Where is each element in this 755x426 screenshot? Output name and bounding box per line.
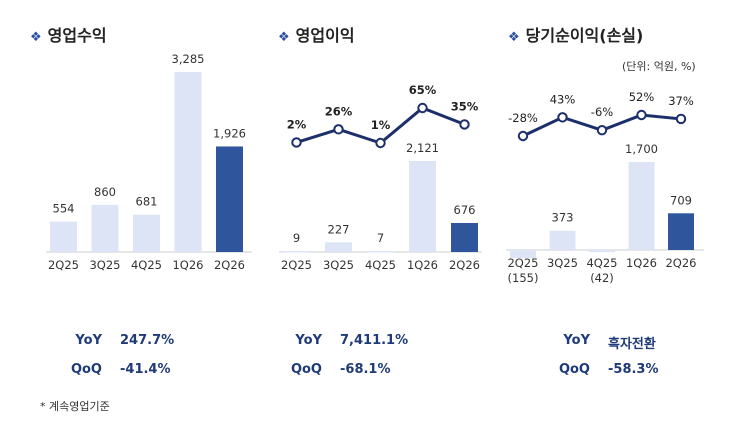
operating-profit-qoq-value: -68.1% [340,362,391,377]
margin-point [557,112,568,123]
margin-label: 1% [371,118,391,132]
net-income-yoy-value: 흑자전환 [608,337,656,352]
revenue-qoq-value: -41.4% [120,362,171,377]
margin-label: 52% [629,90,655,104]
revenue-qoq-label: QoQ [70,362,102,377]
x-tick-sublabel: (155) [508,271,539,285]
chevron-bullet-icon: ❖ [278,30,290,45]
margin-label: 35% [451,99,479,113]
operating-profit-panel: ❖ 영업이익 9 2Q25 227 3Q25 7 4Q25 2,121 1Q26 676 2Q26 2… [270,0,500,426]
x-tick-label: 1Q26 [172,258,203,272]
net-income-qoq-label: QoQ [558,362,590,377]
chevron-bullet-icon: ❖ [30,30,42,45]
chevron-bullet-icon: ❖ [508,30,520,45]
bar-4Q25 [367,251,394,253]
operating-profit-title: ❖ 영업이익 [278,22,355,46]
x-tick-label: 4Q25 [365,258,396,272]
net-income-title-text: 당기순이익(손실) [525,26,644,45]
bar-2Q25 [510,250,536,259]
x-tick-label: 2Q26 [665,256,696,270]
x-tick-label: 2Q25 [507,256,538,270]
margin-point [291,137,302,148]
net-income-chart: 2Q25(155) 373 3Q25 4Q25(42) 1,700 1Q26 709 2Q26… [506,90,704,285]
revenue-panel: ❖ 영업수익 554 2Q25 860 3Q25 681 4Q25 3,285 1Q26 1,92… [0,0,260,426]
margin-point [333,124,344,135]
bar-4Q25 [589,250,615,253]
net-income-qoq-value: -58.3% [608,362,659,377]
bar-value-label: 373 [552,211,574,225]
revenue-yoy-label: YoY [75,333,102,348]
margin-point [375,137,386,149]
unit-label: (단위: 억원, %) [622,60,696,73]
margin-label: 2% [287,117,307,131]
x-tick-label: 3Q25 [547,256,578,270]
bar-value-label: 1,700 [625,142,658,156]
revenue-chart: 554 2Q25 860 3Q25 681 4Q25 3,285 1Q26 1,926 2Q26 [46,52,252,272]
x-tick-label: 4Q25 [131,258,162,272]
bar-1Q26 [174,72,202,252]
bar-3Q25 [549,230,576,250]
bar-value-label: 1,926 [213,126,246,140]
net-income-panel: ❖ 당기순이익(손실) (단위: 억원, %) 2Q25 (155) 373 3Q25 4… [500,0,755,426]
margin-point [636,109,647,121]
bar-2Q26 [668,213,694,250]
x-tick-label: 2Q26 [214,258,245,272]
margin-label: -6% [591,105,613,119]
footnote: * 계속영업기준 [40,400,110,413]
x-tick-sublabel: (42) [590,271,614,285]
revenue-stats: YoY 247.7% QoQ -41.4% [42,333,242,383]
bar-value-label: 7 [377,231,384,245]
revenue-yoy-value: 247.7% [120,333,175,348]
margin-label: 65% [409,83,437,97]
bar-1Q26 [628,162,655,250]
operating-profit-yoy-label: YoY [295,333,322,348]
margin-label: 26% [325,104,353,118]
x-tick-label: 2Q25 [281,258,312,272]
margin-point [596,125,608,136]
x-tick-label: 3Q25 [323,258,354,272]
operating-profit-chart: 9 2Q25 227 3Q25 7 4Q25 2,121 1Q26 676 2Q26 2% 26% 1%… [279,83,482,272]
bar-3Q25 [325,242,352,252]
bar-2Q25 [283,251,310,253]
revenue-title-text: 영업수익 [47,26,107,45]
bar-1Q26 [409,161,436,252]
bar-2Q25 [50,221,77,252]
bar-3Q25 [91,204,119,252]
margin-label: 43% [550,92,576,106]
bar-value-label: 676 [454,203,476,217]
bar-value-label: 227 [328,222,350,236]
bar-2Q26 [216,146,243,252]
margin-point [517,130,529,142]
bar-value-label: 709 [670,193,692,207]
bar-value-label: 3,285 [172,52,205,66]
margin-point [417,102,428,114]
margin-label: -28% [508,111,538,125]
x-tick-label: 2Q26 [449,258,480,272]
operating-profit-yoy-value: 7,411.1% [340,333,409,348]
operating-profit-stats: YoY 7,411.1% QoQ -68.1% [262,333,462,383]
bar-4Q25 [133,214,160,252]
x-tick-label: 2Q25 [48,258,79,272]
bar-value-label: 2,121 [406,141,439,155]
x-tick-label: 3Q25 [89,258,120,272]
x-tick-label: 1Q26 [407,258,438,272]
net-income-yoy-label: YoY [563,333,590,348]
net-income-title: ❖ 당기순이익(손실) [508,22,643,46]
revenue-title: ❖ 영업수익 [30,22,107,46]
net-income-stats: YoY 흑자전환 QoQ -58.3% [530,333,730,383]
operating-profit-qoq-label: QoQ [290,362,322,377]
margin-label: 37% [668,94,694,108]
margin-point [459,119,470,130]
margin-point [675,113,687,125]
x-tick-label: 1Q26 [626,256,657,270]
bar-value-label: 554 [53,202,75,216]
bar-value-label: 9 [293,231,300,245]
bar-value-label: 860 [94,185,116,199]
bar-2Q26 [451,222,478,252]
operating-profit-title-text: 영업이익 [295,26,355,45]
bar-value-label: 681 [136,195,158,209]
x-tick-label: 4Q25 [586,256,617,270]
